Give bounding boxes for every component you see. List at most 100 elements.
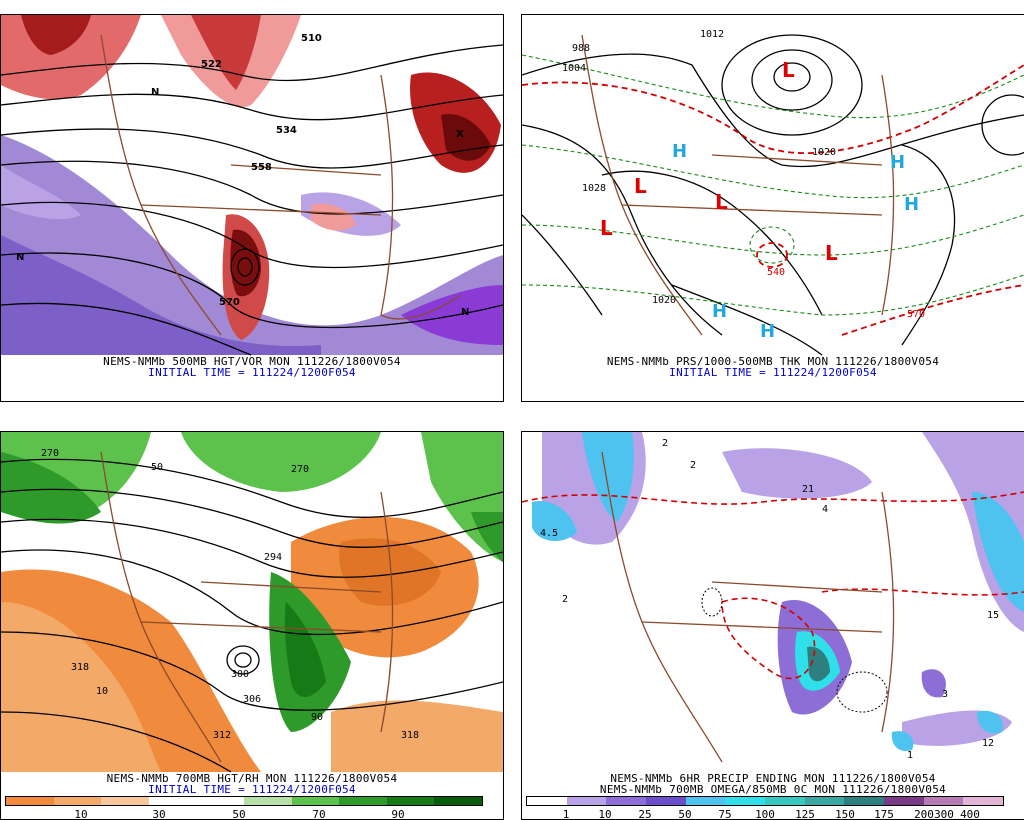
colorbar-swatch xyxy=(339,797,387,805)
contour-label: 570 xyxy=(219,297,240,308)
contour-label: 3 xyxy=(942,689,948,700)
panel-500mb-vorticity: 510 522 534 558 570 N N N X NEMS-NMMb 50… xyxy=(0,14,504,402)
contour-label: 522 xyxy=(201,59,222,70)
contour-label: 534 xyxy=(276,125,297,136)
contour-label: 988 xyxy=(572,43,590,54)
panel-caption: NEMS-NMMb 6HR PRECIP ENDING MON 111226/1… xyxy=(610,772,936,785)
contour-label: 15 xyxy=(987,610,999,621)
contour-label: 558 xyxy=(251,162,272,173)
contour-label: 294 xyxy=(264,552,282,563)
colorbar-tick-label: 175 xyxy=(874,808,894,820)
initial-time-label: INITIAL TIME = 111224/1200F054 xyxy=(669,366,877,379)
colorbar-swatch xyxy=(963,797,1004,805)
contour-label: 90 xyxy=(311,712,323,723)
contour-label: 4.5 xyxy=(540,528,558,539)
contour-label: 1020 xyxy=(812,147,836,158)
low-pressure-marker: L xyxy=(715,190,728,214)
contour-label: 4 xyxy=(822,504,828,515)
colorbar-tick-label: 50 xyxy=(678,808,692,820)
rh-colorbar: 10 30 50 70 90 xyxy=(1,796,503,820)
colorbar-swatch xyxy=(434,797,482,805)
colorbar-swatch xyxy=(884,797,924,805)
colorbar-swatch xyxy=(527,797,567,805)
high-pressure-marker: H xyxy=(712,301,727,322)
contour-label: 10 xyxy=(96,686,108,697)
contour-label: 540 xyxy=(767,267,785,278)
contour-label: 570 xyxy=(907,309,925,320)
colorbar-swatch xyxy=(685,797,726,805)
low-pressure-marker: L xyxy=(634,174,647,198)
colorbar-tick-label: 150 xyxy=(835,808,855,820)
panel-caption: NEMS-NMMb 700MB HGT/RH MON 111226/1800V0… xyxy=(106,772,398,785)
contour-label: 270 xyxy=(41,448,59,459)
low-pressure-marker: L xyxy=(782,58,795,82)
colorbar-tick-label: 200 xyxy=(914,808,934,820)
vorticity-max-marker: N xyxy=(16,252,24,263)
colorbar-tick-label: 75 xyxy=(718,808,732,820)
contour-label: 306 xyxy=(243,694,261,705)
colorbar-tick-label: 10 xyxy=(74,808,88,820)
panel-700mb-relative-humidity: 270 270 294 300 306 318 312 318 50 90 10… xyxy=(0,431,504,820)
contour-label: 1028 xyxy=(582,183,606,194)
colorbar-tick-label: 50 xyxy=(232,808,246,820)
colorbar-tick-label: 400 xyxy=(960,808,980,820)
panel-sea-level-pressure: L L L L L H H H H H 988 1004 1012 1020 1… xyxy=(521,14,1024,402)
initial-time-label: INITIAL TIME = 111224/1200F054 xyxy=(148,783,356,796)
vorticity-max-marker: X xyxy=(456,129,464,140)
colorbar-swatch xyxy=(148,797,197,805)
high-pressure-marker: H xyxy=(890,152,905,173)
colorbar-swatch xyxy=(725,797,766,805)
vorticity-max-marker: N xyxy=(151,87,159,98)
contour-label: 270 xyxy=(291,464,309,475)
colorbar-swatch xyxy=(804,797,845,805)
contour-label: 510 xyxy=(301,33,322,44)
contour-label: 1012 xyxy=(700,29,724,40)
colorbar-swatch xyxy=(386,797,435,805)
contour-label: 12 xyxy=(982,738,994,749)
colorbar-swatch xyxy=(646,797,686,805)
colorbar-tick-label: 70 xyxy=(312,808,326,820)
colorbar-swatch xyxy=(923,797,964,805)
colorbar-swatch xyxy=(101,797,149,805)
high-pressure-marker: H xyxy=(760,321,775,342)
colorbar-tick-label: 1 xyxy=(562,808,570,820)
colorbar-swatch xyxy=(243,797,292,805)
panel-caption: NEMS-NMMb PRS/1000-500MB THK MON 111226/… xyxy=(606,355,940,368)
contour-label: 2 xyxy=(562,594,568,605)
colorbar-tick-label: 300 xyxy=(934,808,954,820)
colorbar-tick-label: 25 xyxy=(638,808,652,820)
vorticity-max-marker: N xyxy=(461,307,469,318)
colorbar-swatch xyxy=(765,797,805,805)
colorbar-tick-label: 30 xyxy=(152,808,166,820)
colorbar-tick-label: 125 xyxy=(795,808,815,820)
rh-colorbar-swatches xyxy=(5,796,483,806)
precip-colorbar: 1 10 25 50 75 100 125 150 175 200 300 40… xyxy=(522,796,1024,820)
colorbar-swatch xyxy=(566,797,607,805)
panel-caption-secondary: NEMS-NMMb 700MB OMEGA/850MB 0C MON 11122… xyxy=(599,783,947,796)
colorbar-tick-label: 90 xyxy=(391,808,405,820)
contour-label: 1020 xyxy=(652,295,676,306)
panel-6hr-precipitation: 2 2 2 4 21 15 3 12 1 4.5 NEMS-NMMb 6HR P… xyxy=(521,431,1024,820)
contour-label: 21 xyxy=(802,484,814,495)
high-pressure-marker: H xyxy=(904,194,919,215)
colorbar-swatch xyxy=(6,797,54,805)
high-pressure-marker: H xyxy=(672,141,687,162)
low-pressure-marker: L xyxy=(600,216,613,240)
precipitation-map: 2 2 2 4 21 15 3 12 1 4.5 xyxy=(522,432,1024,763)
colorbar-tick-label: 10 xyxy=(598,808,612,820)
precip-colorbar-swatches xyxy=(526,796,1004,806)
contour-label: 50 xyxy=(151,462,163,473)
colorbar-swatch xyxy=(844,797,885,805)
vorticity-map: 510 522 534 558 570 N N N X xyxy=(1,15,503,356)
pressure-map: L L L L L H H H H H 988 1004 1012 1020 1… xyxy=(522,29,1024,356)
contour-label: 300 xyxy=(231,669,249,680)
contour-label: 1 xyxy=(907,750,913,761)
colorbar-swatch xyxy=(196,797,244,805)
contour-label: 318 xyxy=(71,662,89,673)
low-pressure-marker: L xyxy=(825,241,838,265)
contour-label: 1004 xyxy=(562,63,586,74)
contour-label: 312 xyxy=(213,730,231,741)
contour-label: 2 xyxy=(690,460,696,471)
colorbar-swatch xyxy=(606,797,647,805)
colorbar-swatch xyxy=(53,797,102,805)
